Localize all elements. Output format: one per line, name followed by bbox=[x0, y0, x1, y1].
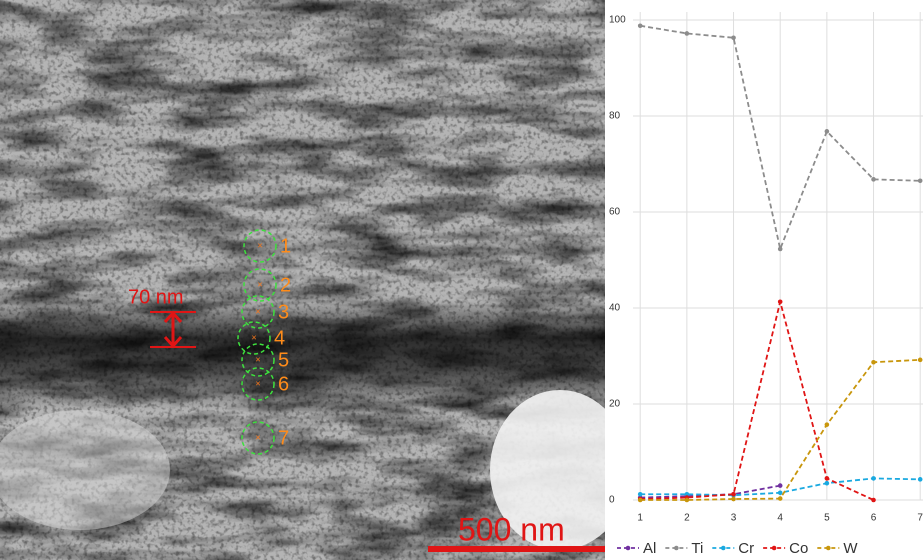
legend-label: Ti bbox=[691, 540, 703, 557]
data-point bbox=[638, 498, 643, 503]
data-point bbox=[731, 35, 736, 40]
legend-dot bbox=[626, 546, 631, 551]
x-tick-label: 4 bbox=[777, 513, 783, 524]
data-point bbox=[731, 497, 736, 502]
y-tick-label: 80 bbox=[609, 111, 621, 122]
data-point bbox=[871, 177, 876, 182]
scale-label: 500 nm bbox=[458, 511, 565, 547]
micrograph bbox=[0, 0, 630, 560]
point-x: × bbox=[255, 432, 260, 442]
data-point bbox=[871, 498, 876, 503]
data-point bbox=[918, 477, 923, 482]
thickness-label: 70 nm bbox=[128, 286, 184, 308]
point-label: 4 bbox=[274, 327, 285, 349]
data-point bbox=[918, 179, 923, 184]
x-tick-label: 7 bbox=[917, 513, 923, 524]
x-tick-label: 5 bbox=[824, 513, 830, 524]
point-label: 7 bbox=[278, 427, 289, 449]
point-label: 6 bbox=[278, 373, 289, 395]
point-x: × bbox=[255, 354, 260, 364]
legend-label: Cr bbox=[738, 540, 754, 557]
data-point bbox=[638, 23, 643, 28]
legend-label: Co bbox=[789, 540, 808, 557]
data-point bbox=[685, 498, 690, 503]
legend-dot bbox=[772, 546, 777, 551]
point-x: × bbox=[257, 240, 262, 250]
data-point bbox=[871, 360, 876, 365]
point-label: 1 bbox=[280, 235, 291, 257]
point-label: 3 bbox=[278, 301, 289, 323]
data-point bbox=[871, 476, 876, 481]
legend-label: Al bbox=[643, 540, 656, 557]
y-tick-label: 60 bbox=[609, 207, 621, 218]
point-label: 5 bbox=[278, 349, 289, 371]
data-point bbox=[638, 492, 643, 497]
data-point bbox=[918, 358, 923, 363]
point-x: × bbox=[251, 332, 256, 342]
data-point bbox=[778, 496, 783, 501]
point-x: × bbox=[255, 306, 260, 316]
data-point bbox=[825, 476, 830, 481]
page: 70 nm 500 nm × 1 × 2 × 3 × 4 × 5 × 6 × 7 0 20 40 60 80 100… bbox=[0, 0, 923, 560]
x-tick-label: 2 bbox=[684, 513, 690, 524]
y-tick-label: 100 bbox=[609, 15, 626, 26]
point-x: × bbox=[255, 378, 260, 388]
chart: 0 20 40 60 80 100 1 2 3 4 5 6 7 Al Ti Cr Co W bbox=[605, 0, 923, 560]
x-tick-label: 3 bbox=[731, 513, 737, 524]
point-label: 2 bbox=[280, 274, 291, 296]
x-tick-label: 6 bbox=[871, 513, 877, 524]
x-tick-label: 1 bbox=[637, 513, 643, 524]
y-tick-label: 40 bbox=[609, 303, 621, 314]
legend-label: W bbox=[843, 540, 858, 557]
data-point bbox=[778, 299, 783, 304]
legend-dot bbox=[721, 546, 726, 551]
data-point bbox=[778, 247, 783, 252]
data-point bbox=[825, 481, 830, 486]
data-point bbox=[731, 492, 736, 497]
point-x: × bbox=[257, 279, 262, 289]
legend-dot bbox=[826, 546, 831, 551]
data-point bbox=[778, 483, 783, 488]
y-tick-label: 0 bbox=[609, 495, 615, 506]
y-tick-label: 20 bbox=[609, 399, 621, 410]
data-point bbox=[685, 31, 690, 36]
legend-dot bbox=[674, 546, 679, 551]
data-point bbox=[825, 422, 830, 427]
data-point bbox=[825, 129, 830, 134]
